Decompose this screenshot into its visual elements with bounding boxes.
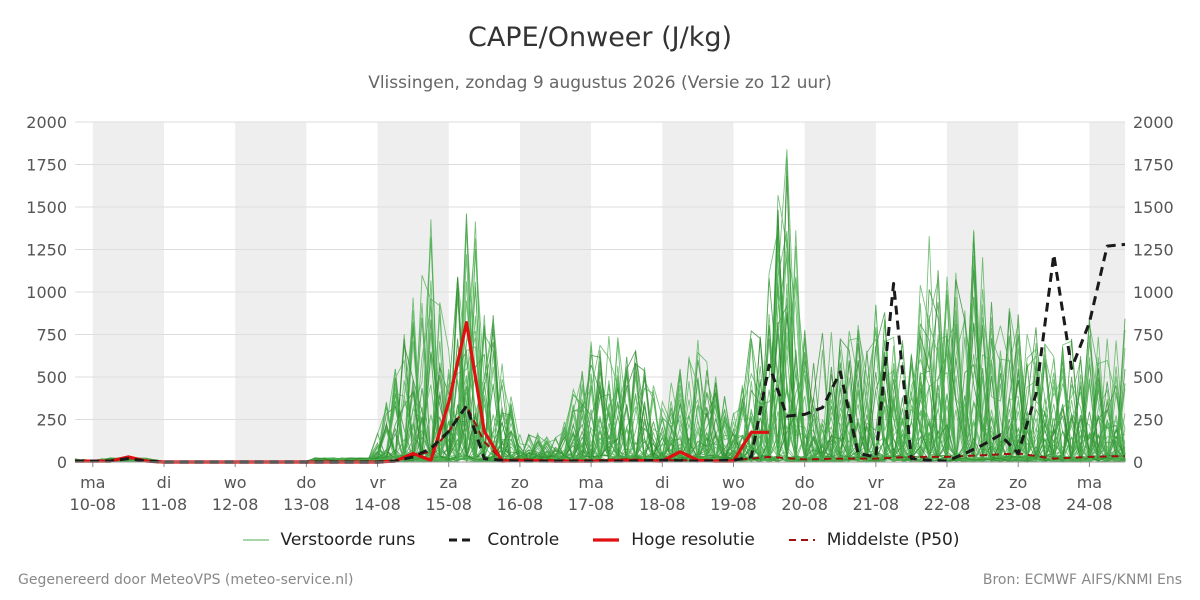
x-tick-day: wo	[722, 473, 745, 492]
y-tick-label-right: 1000	[1133, 283, 1174, 302]
y-tick-label-left: 500	[36, 368, 67, 387]
y-tick-label-left: 750	[36, 326, 67, 345]
x-tick-date: 24-08	[1066, 495, 1113, 514]
x-tick-date: 19-08	[710, 495, 757, 514]
x-tick-date: 18-08	[639, 495, 686, 514]
legend-label-ensemble: Verstoorde runs	[280, 530, 416, 550]
chart-subtitle: Vlissingen, zondag 9 augustus 2026 (Vers…	[368, 73, 832, 93]
x-tick-date: 10-08	[70, 495, 117, 514]
y-tick-label-right: 2000	[1133, 113, 1174, 132]
y-tick-label-left: 0	[57, 453, 67, 472]
x-tick-day: do	[795, 473, 815, 492]
x-tick-day: ma	[1077, 473, 1102, 492]
x-tick-date: 20-08	[781, 495, 828, 514]
y-tick-label-right: 250	[1133, 411, 1164, 430]
legend-item-high_res: Hoge resolutie	[591, 530, 755, 550]
x-tick-date: 16-08	[497, 495, 544, 514]
x-tick-date: 17-08	[568, 495, 615, 514]
y-tick-label-left: 1000	[26, 283, 67, 302]
x-tick-day: vr	[370, 473, 386, 492]
x-tick-day: ma	[80, 473, 105, 492]
legend-label-control: Controle	[487, 530, 560, 550]
x-tick-day: ma	[578, 473, 603, 492]
y-tick-label-left: 1750	[26, 156, 67, 175]
chart-legend: Verstoorde runs Controle Hoge resolutie Mid…	[0, 530, 1200, 550]
x-tick-date: 13-08	[283, 495, 330, 514]
chart-title: CAPE/Onweer (J/kg)	[467, 22, 732, 53]
x-tick-day: za	[938, 473, 956, 492]
x-tick-day: za	[440, 473, 458, 492]
y-tick-label-left: 2000	[26, 113, 67, 132]
y-tick-label-right: 1750	[1133, 156, 1174, 175]
x-tick-day: di	[655, 473, 670, 492]
legend-swatch-median	[788, 539, 815, 541]
x-tick-date: 12-08	[212, 495, 259, 514]
legend-item-median: Middelste (P50)	[787, 530, 960, 550]
legend-swatch-high_res	[593, 538, 620, 542]
y-tick-label-right: 1500	[1133, 198, 1174, 217]
x-tick-date: 11-08	[141, 495, 188, 514]
legend-label-median: Middelste (P50)	[826, 530, 960, 550]
footer-generated-by: Gegenereerd door MeteoVPS (meteo-service…	[18, 572, 354, 588]
legend-item-control: Controle	[447, 530, 559, 550]
x-tick-day: zo	[1009, 473, 1027, 492]
y-tick-label-left: 1500	[26, 198, 67, 217]
y-tick-label-left: 250	[36, 411, 67, 430]
x-tick-day: zo	[511, 473, 529, 492]
legend-swatch-control	[449, 538, 476, 542]
x-tick-date: 23-08	[995, 495, 1042, 514]
footer-source: Bron: ECMWF AIFS/KNMI Ens	[982, 572, 1182, 588]
x-tick-date: 14-08	[354, 495, 401, 514]
y-tick-label-right: 0	[1133, 453, 1143, 472]
legend-swatch-ensemble	[242, 539, 269, 541]
y-tick-label-right: 750	[1133, 326, 1164, 345]
y-tick-label-right: 500	[1133, 368, 1164, 387]
legend-item-ensemble: Verstoorde runs	[241, 530, 416, 550]
y-tick-label-left: 1250	[26, 241, 67, 260]
x-tick-day: do	[296, 473, 316, 492]
x-tick-date: 21-08	[853, 495, 900, 514]
x-tick-day: wo	[224, 473, 247, 492]
x-tick-day: di	[157, 473, 172, 492]
x-tick-day: vr	[868, 473, 884, 492]
legend-label-high_res: Hoge resolutie	[631, 530, 755, 550]
x-tick-date: 22-08	[924, 495, 971, 514]
y-tick-label-right: 1250	[1133, 241, 1174, 260]
x-tick-date: 15-08	[425, 495, 472, 514]
